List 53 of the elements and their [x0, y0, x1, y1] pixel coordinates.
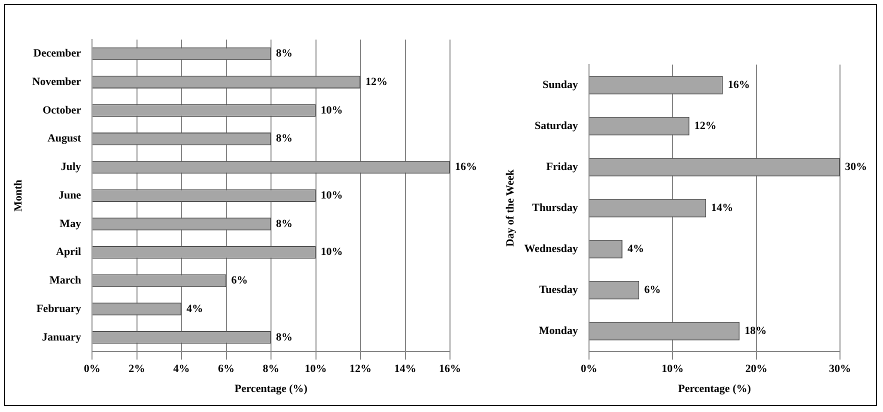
data-label: 10%	[320, 104, 343, 116]
data-label: 14%	[711, 202, 734, 214]
x-tick-label: 4%	[173, 363, 190, 376]
y-tick-label: July	[60, 161, 82, 174]
y-tick-label: November	[32, 76, 82, 88]
y-axis-title: Day of the Week	[504, 168, 516, 247]
y-tick-label: December	[33, 48, 82, 60]
data-label: 8%	[276, 331, 293, 344]
x-tick-label: 10%	[304, 363, 327, 376]
data-label: 12%	[366, 76, 388, 88]
y-axis-title: Month	[12, 180, 24, 212]
y-tick-label: Saturday	[534, 120, 578, 132]
y-tick-label: Thursday	[532, 202, 578, 214]
data-label: 8%	[276, 132, 293, 145]
x-axis-title: Percentage (%)	[678, 383, 752, 396]
data-label: 10%	[320, 189, 343, 202]
y-tick-label: August	[47, 132, 82, 145]
data-label: 4%	[186, 302, 204, 315]
x-tick-label: 0%	[580, 363, 598, 376]
y-tick-label: May	[60, 218, 82, 230]
data-label: 18%	[744, 324, 767, 337]
y-tick-label: April	[56, 246, 82, 258]
x-tick-label: 6%	[218, 363, 235, 376]
y-tick-label: February	[36, 302, 82, 315]
y-tick-label: June	[58, 189, 82, 202]
x-tick-label: 0%	[84, 363, 100, 376]
y-tick-label: Tuesday	[539, 284, 578, 296]
data-label: 8%	[276, 48, 293, 60]
y-tick-label: Wednesday	[524, 242, 578, 255]
data-label: 12%	[694, 120, 716, 132]
x-tick-label: 10%	[662, 363, 684, 376]
x-tick-label: 30%	[829, 363, 851, 376]
y-tick-label: October	[42, 104, 82, 116]
x-tick-label: 16%	[439, 363, 461, 376]
y-tick-label: Sunday	[542, 78, 578, 91]
x-tick-label: 14%	[394, 363, 416, 376]
y-tick-label: Friday	[546, 160, 578, 173]
data-label: 10%	[320, 246, 343, 258]
x-tick-label: 8%	[262, 363, 280, 376]
x-tick-label: 2%	[128, 363, 146, 376]
data-label: 6%	[644, 284, 661, 296]
data-label: 16%	[728, 78, 750, 91]
data-label: 8%	[276, 218, 293, 230]
x-axis-title: Percentage (%)	[234, 383, 308, 396]
data-label: 30%	[845, 160, 867, 173]
y-tick-label: Monday	[538, 324, 578, 337]
y-tick-label: January	[42, 331, 82, 344]
data-label: 4%	[627, 242, 644, 255]
x-tick-label: 12%	[350, 363, 372, 376]
data-label: 16%	[455, 161, 477, 174]
y-tick-label: March	[49, 274, 82, 287]
x-tick-label: 20%	[745, 363, 768, 376]
data-label: 6%	[231, 274, 248, 287]
